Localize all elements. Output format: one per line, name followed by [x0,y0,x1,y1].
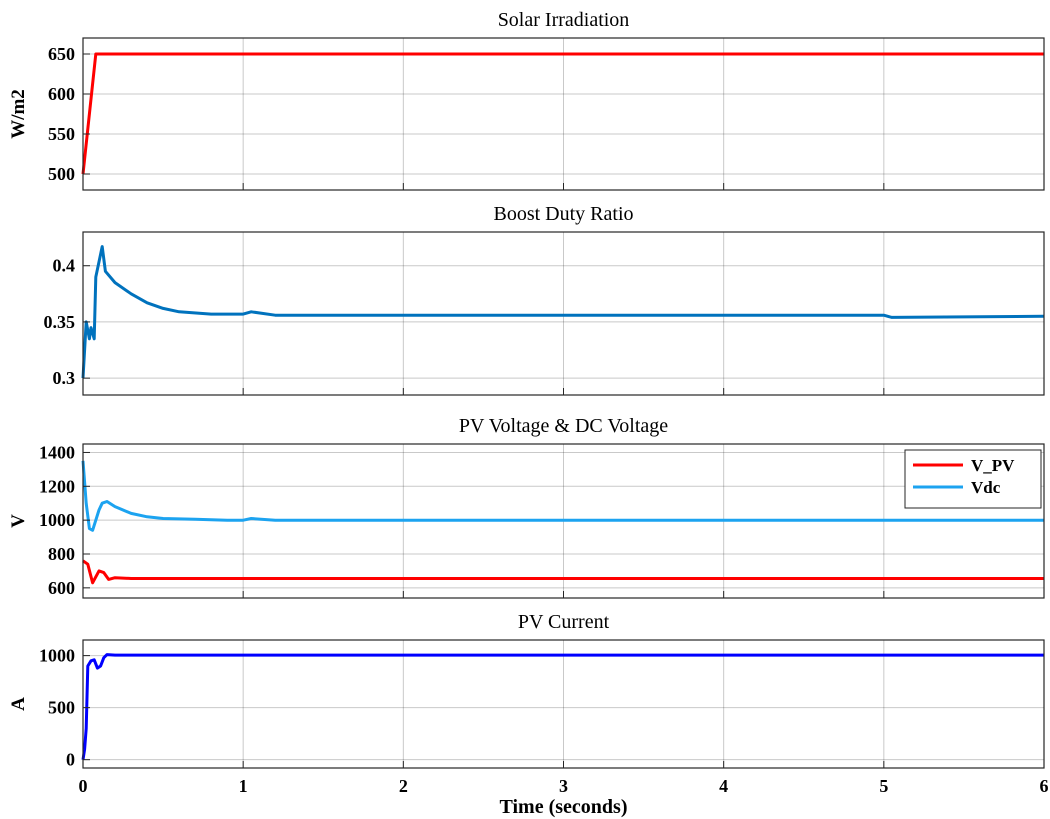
subplot-title: PV Current [518,611,610,633]
y-tick-label: 1400 [39,442,75,462]
y-tick-label: 500 [48,164,75,184]
y-tick-label: 0.3 [53,368,76,388]
subplot-title: Boost Duty Ratio [493,203,633,225]
legend-box [904,449,1042,509]
x-tick-label: 1 [239,776,248,796]
x-tick-label: 6 [1040,776,1049,796]
x-tick-label: 2 [399,776,408,796]
series-line-vdc [81,460,1044,532]
legend-entry-label: Vdc [971,478,1001,497]
plot-area [83,38,1044,190]
x-tick-label: 5 [879,776,888,796]
series-line-1 [81,653,1044,760]
x-tick-label: 0 [79,776,88,796]
x-tick-label: 4 [719,776,728,796]
y-tick-label: 600 [48,578,75,598]
subplot-title: Solar Irradiation [498,9,630,31]
y-tick-label: 0.35 [44,312,76,332]
subplot-4: 0 500 1000 PV Current A 0 1 2 3 4 5 6 Time (seconds) [8,611,1049,818]
subplot-2: 0.3 0.35 0.4 Boost Duty Ratio [44,203,1045,396]
y-tick-label: 0.4 [53,256,76,276]
y-axis-label: V [8,514,29,528]
y-tick-label: 1200 [39,476,75,496]
y-axis-label: W/m2 [8,89,29,139]
legend: V_PV Vdc [904,449,1042,509]
y-tick-label: 650 [48,44,75,64]
y-tick-label: 1000 [39,646,75,666]
series-line-v-pv [82,559,1044,585]
y-tick-label: 0 [66,750,75,770]
plot-area [83,640,1044,768]
subplot-3: 600 800 1000 1200 1400 PV Voltage & DC Voltag… [8,415,1045,599]
y-tick-label: 550 [48,124,75,144]
y-tick-label: 800 [48,544,75,564]
y-tick-label: 1000 [39,510,75,530]
subplot-1: 500 550 600 650 Solar Irradiation W/m2 [8,9,1045,191]
legend-entry-label: V_PV [971,456,1015,475]
x-axis-label: Time (seconds) [500,796,628,818]
y-tick-label: 600 [48,84,75,104]
y-tick-label: 500 [48,698,75,718]
subplot-title: PV Voltage & DC Voltage [459,415,668,437]
x-tick-label: 3 [559,776,568,796]
y-axis-label: A [8,697,29,711]
series-line-1 [81,245,1045,379]
